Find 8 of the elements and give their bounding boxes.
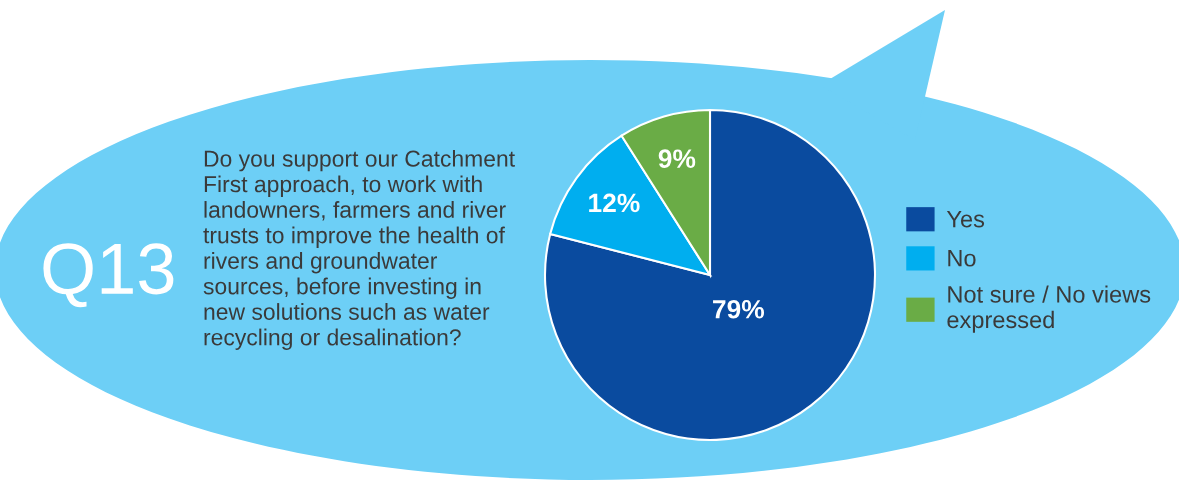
data-label: 9% (658, 149, 696, 168)
legend-label: Yes (946, 210, 985, 228)
text: Do you support our Catchment First approach, to work with landowners, farmers and river trusts to improve the health of rivers and groundwater sources, before investing in new solutions such as water recycling or desalination? (203, 150, 515, 350)
legend-label: No (948, 250, 976, 267)
data-label: 79% (713, 299, 765, 319)
data-label: 12% (589, 193, 640, 213)
legend-label: Not sure / No views expressed (947, 285, 1151, 333)
text: Q13 (43, 243, 174, 308)
